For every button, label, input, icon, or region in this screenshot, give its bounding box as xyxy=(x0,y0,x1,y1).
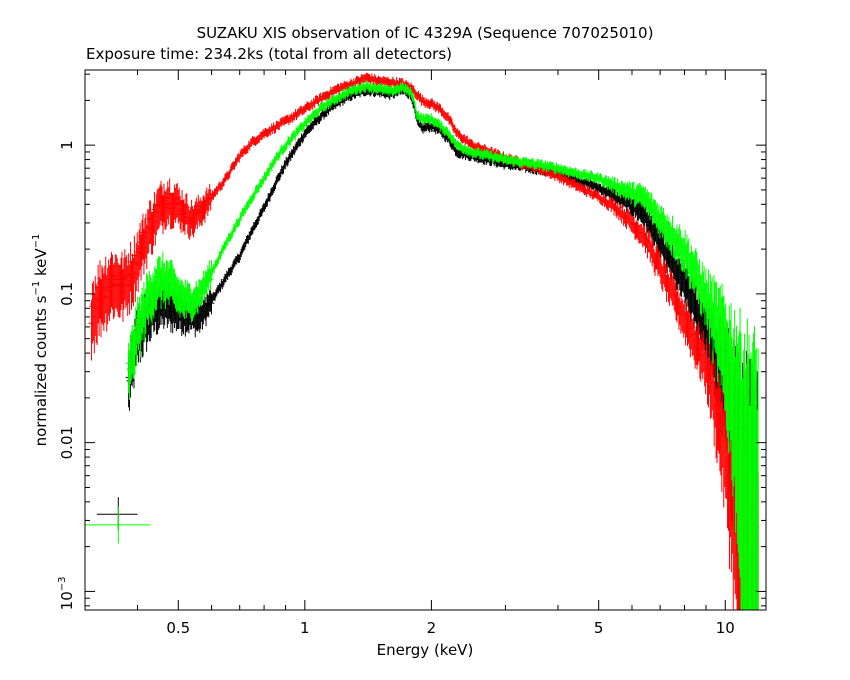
y-axis-label-main: normalized counts s xyxy=(32,295,50,446)
plot-frame xyxy=(84,69,767,611)
series-2 xyxy=(125,80,759,610)
reference-cross-1 xyxy=(85,506,151,544)
y-tick-label: 0.01 xyxy=(58,426,76,459)
x-tick-label: 10 xyxy=(716,619,735,637)
series-0 xyxy=(125,84,759,610)
x-tick-label: 2 xyxy=(427,619,437,637)
y-tick-label-exp: 10−3 xyxy=(57,576,76,610)
y-axis-label-unit: keV xyxy=(32,248,50,281)
y-axis-label-exp1: −1 xyxy=(31,281,42,296)
chart-title: SUZAKU XIS observation of IC 4329A (Sequ… xyxy=(197,24,654,42)
series-1 xyxy=(88,72,759,610)
x-axis-label: Energy (keV) xyxy=(377,641,474,659)
y-tick-label: 0.1 xyxy=(58,282,76,306)
chart-subtitle: Exposure time: 234.2ks (total from all d… xyxy=(86,45,452,63)
x-tick-label: 5 xyxy=(594,619,604,637)
y-axis-label-exp2: −1 xyxy=(31,234,42,249)
data-layer xyxy=(85,72,759,610)
y-tick-exp-power: −3 xyxy=(57,576,68,591)
x-tick-label: 0.5 xyxy=(166,619,190,637)
y-tick-exp-base: 10 xyxy=(58,591,76,610)
y-axis-label: normalized counts s−1 keV−1 xyxy=(31,234,50,447)
y-tick-label: 1 xyxy=(58,140,76,150)
x-tick-label: 1 xyxy=(300,619,310,637)
tick-marks xyxy=(84,70,766,610)
